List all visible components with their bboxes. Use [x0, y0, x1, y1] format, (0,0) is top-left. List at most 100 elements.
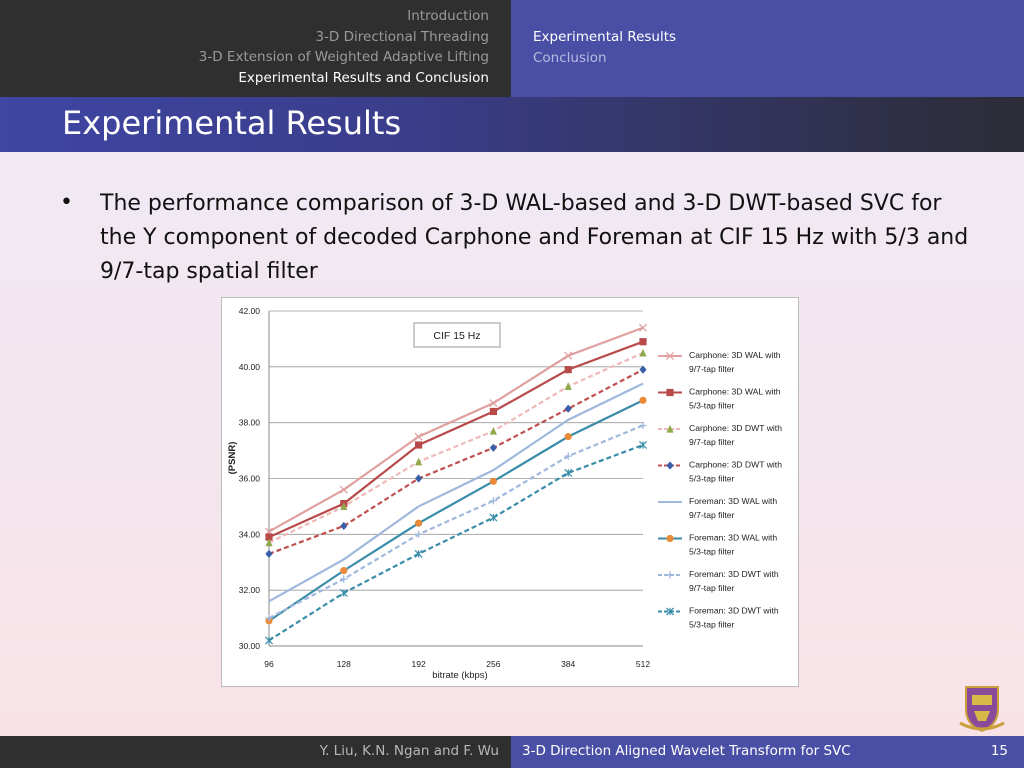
legend-label-6: Foreman: 3D WAL with 5/3-tap filter [689, 533, 777, 557]
data-point-s3 [639, 348, 647, 357]
nav-section-weighted-adaptive-lifting[interactable]: 3-D Extension of Weighted Adaptive Lifti… [198, 49, 489, 65]
chart-title: CIF 15 Hz [433, 330, 480, 342]
x-tick-label: 512 [636, 659, 650, 669]
data-point-s8 [339, 588, 348, 597]
y-tick-label: 36.00 [239, 474, 261, 484]
series-line-5 [268, 382, 644, 603]
nav-section-introduction[interactable]: Introduction [407, 8, 489, 24]
data-point-s2 [564, 366, 572, 374]
data-point-s7 [265, 614, 273, 622]
data-point-s6 [415, 519, 423, 527]
subsection-nav: Experimental Results Conclusion [511, 0, 1024, 97]
legend-swatch-marker-stroke [665, 351, 675, 361]
nav-subsection-conclusion[interactable]: Conclusion [533, 50, 607, 66]
data-point-s3 [415, 457, 423, 466]
x-tick-label: 96 [264, 659, 274, 669]
legend-swatch-marker [666, 571, 674, 579]
legend-label-2: Carphone: 3D WAL with 5/3-tap filter [689, 387, 781, 411]
footer-authors-bar: Y. Liu, K.N. Ngan and F. Wu [0, 736, 511, 768]
legend-swatch-marker [665, 351, 675, 361]
nav-subsection-experimental-results[interactable]: Experimental Results [533, 29, 677, 45]
footer-authors: Y. Liu, K.N. Ngan and F. Wu [319, 743, 499, 759]
x-tick-label: 256 [486, 659, 500, 669]
legend-swatch-marker [666, 388, 674, 397]
legend-label-4: Carphone: 3D DWT with 5/3-tap filter [689, 460, 782, 484]
series-line-8 [268, 443, 644, 642]
series-line-4 [268, 368, 644, 555]
nav-section-results-conclusion[interactable]: Experimental Results and Conclusion [238, 70, 489, 86]
legend-label-7: Foreman: 3D DWT with 9/7-tap filter [689, 569, 779, 593]
y-axis-label: (PSNR) [227, 442, 238, 475]
footer-talk-title: 3-D Direction Aligned Wavelet Transform … [522, 743, 851, 759]
data-point-s1-stroke [414, 432, 423, 441]
data-point-s2 [639, 338, 647, 346]
legend-swatch-marker [666, 461, 674, 470]
data-point-s1-stroke [564, 351, 573, 360]
data-point-s7 [564, 452, 572, 460]
data-point-s7 [415, 530, 423, 538]
data-point-s1-stroke [339, 485, 348, 494]
bullet-marker: • [60, 190, 73, 215]
bullet-text: The performance comparison of 3-D WAL-ba… [100, 191, 969, 284]
legend-label-8: Foreman: 3D DWT with 5/3-tap filter [689, 606, 779, 630]
data-point-s1 [339, 485, 348, 494]
data-point-s2 [415, 441, 423, 449]
series-line-3 [268, 351, 644, 544]
series-line-2 [268, 340, 644, 539]
data-point-s1-stroke [638, 323, 648, 332]
data-point-s3 [265, 538, 273, 547]
y-tick-label: 42.00 [239, 306, 261, 316]
data-point-s2 [265, 533, 273, 541]
data-point-s8 [414, 549, 423, 558]
chart-title-box [413, 322, 501, 348]
data-point-s3 [489, 426, 497, 435]
data-point-s6 [639, 396, 647, 404]
data-point-s4 [265, 549, 273, 558]
data-point-s8 [264, 636, 274, 645]
title-bar: Experimental Results [0, 97, 1024, 152]
x-tick-label: 192 [412, 659, 426, 669]
data-point-s1 [564, 351, 573, 360]
legend-label-1: Carphone: 3D WAL with 9/7-tap filter [689, 350, 781, 374]
legend-label-5: Foreman: 3D WAL with 9/7-tap filter [689, 496, 777, 520]
legend-label-3: Carphone: 3D DWT with 9/7-tap filter [689, 423, 782, 447]
series-line-6 [268, 399, 644, 622]
data-point-s4 [489, 443, 497, 452]
legend-swatch-marker [665, 607, 675, 616]
data-point-s7 [489, 497, 497, 505]
data-point-s4 [639, 365, 647, 374]
university-crest-logo [959, 686, 1005, 733]
data-point-s1 [638, 323, 648, 332]
data-point-s1 [414, 432, 423, 441]
data-point-s1-stroke [489, 399, 498, 408]
x-tick-label: 128 [337, 659, 351, 669]
slide-title: Experimental Results [62, 104, 402, 142]
y-tick-label: 34.00 [239, 529, 261, 539]
data-point-s6 [564, 433, 572, 441]
legend-swatch-marker [666, 424, 674, 433]
data-point-s1 [489, 399, 498, 408]
data-point-s2 [489, 407, 497, 416]
footer-title-bar: 3-D Direction Aligned Wavelet Transform … [511, 736, 1024, 768]
data-point-s4 [564, 404, 572, 413]
legend-swatch-marker [666, 534, 674, 543]
section-nav: Introduction 3-D Directional Threading 3… [0, 0, 511, 97]
psnr-chart-svg: 30.00 32.00 34.00 36.00 38.00 40.00 42.00 96 128… [227, 306, 782, 681]
data-point-s7 [639, 421, 647, 430]
data-point-s6 [340, 567, 348, 575]
y-tick-label: 38.00 [239, 418, 261, 428]
data-point-s8 [638, 440, 648, 450]
data-point-s6 [489, 477, 497, 485]
x-axis-label: bitrate (kbps) [432, 670, 487, 681]
data-point-s3 [564, 382, 572, 390]
data-point-s8 [489, 513, 498, 522]
x-tick-label: 384 [561, 659, 575, 669]
y-tick-label: 40.00 [239, 362, 261, 372]
psnr-chart: 30.00 32.00 34.00 36.00 38.00 40.00 42.00 96 128… [221, 297, 799, 687]
series-line-7 [268, 424, 644, 620]
data-point-s7 [340, 575, 348, 583]
data-point-s3 [340, 502, 348, 511]
nav-section-directional-threading[interactable]: 3-D Directional Threading [315, 29, 489, 45]
page-number: 15 [990, 743, 1008, 759]
y-tick-label: 32.00 [239, 585, 261, 595]
